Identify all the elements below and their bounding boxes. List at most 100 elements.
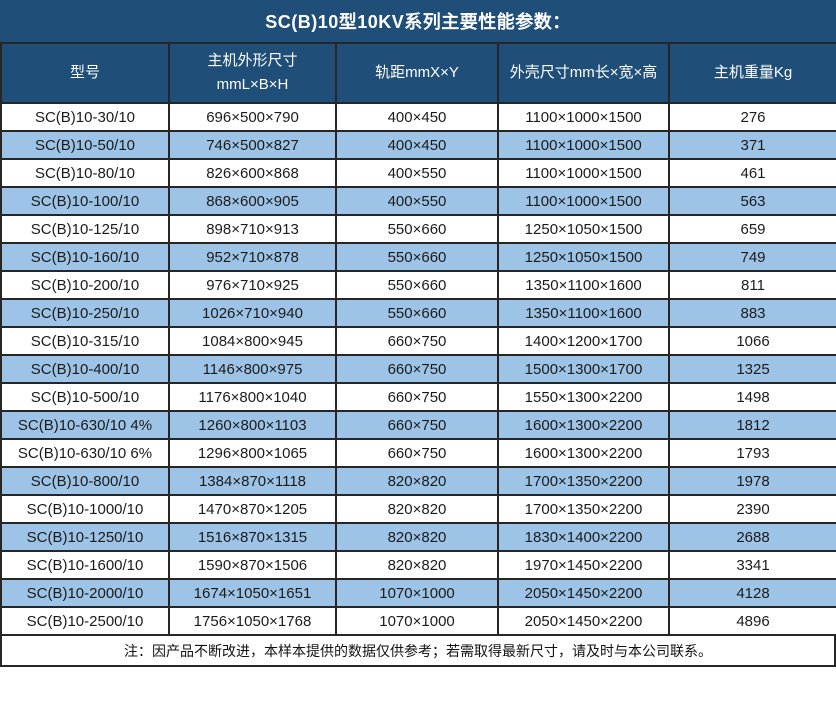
page-title: SC(B)10型10KV系列主要性能参数： [0,0,836,42]
cell: 550×660 [335,214,499,244]
cell: 1026×710×940 [168,298,337,328]
cell: 660×750 [335,326,499,356]
table-row: SC(B)10-160/10 952×710×878 550×660 1250×105… [0,242,836,272]
cell: 826×600×868 [168,158,337,188]
cell: 1500×1300×1700 [497,354,670,384]
table-row: SC(B)10-80/10 826×600×868 400×550 1100×1000… [0,158,836,188]
cell: 2050×1450×2200 [497,578,670,608]
cell: 1350×1100×1600 [497,298,670,328]
cell: SC(B)10-1600/10 [0,550,170,580]
cell: 898×710×913 [168,214,337,244]
cell: 868×600×905 [168,186,337,216]
cell: SC(B)10-1000/10 [0,494,170,524]
cell: 400×450 [335,130,499,160]
cell: 4896 [668,606,836,636]
column-header: 主机重量Kg [668,42,836,104]
cell: SC(B)10-100/10 [0,186,170,216]
cell: 1978 [668,466,836,496]
cell: SC(B)10-2500/10 [0,606,170,636]
cell: 749 [668,242,836,272]
cell: 2050×1450×2200 [497,606,670,636]
cell: SC(B)10-400/10 [0,354,170,384]
cell: 811 [668,270,836,300]
cell: 1250×1050×1500 [497,242,670,272]
cell: SC(B)10-1250/10 [0,522,170,552]
table-row: SC(B)10-200/10 976×710×925 550×660 1350×110… [0,270,836,300]
cell: 1100×1000×1500 [497,130,670,160]
cell: 1970×1450×2200 [497,550,670,580]
cell: 1756×1050×1768 [168,606,337,636]
table-row: SC(B)10-50/10 746×500×827 400×450 1100×1000… [0,130,836,160]
table-row: SC(B)10-100/10 868×600×905 400×550 1100×100… [0,186,836,216]
cell: 400×550 [335,186,499,216]
cell: SC(B)10-630/10 6% [0,438,170,468]
cell: 883 [668,298,836,328]
cell: 1146×800×975 [168,354,337,384]
cell: 1600×1300×2200 [497,410,670,440]
table-row: SC(B)10-500/10 1176×800×1040 660×750 1550×1… [0,382,836,412]
cell: 820×820 [335,494,499,524]
cell: 400×450 [335,102,499,132]
table-header: 型号 主机外形尺寸 mmL×B×H 轨距mmX×Y 外壳尺寸mm长×宽×高 主机重量Kg [0,42,836,104]
cell: SC(B)10-30/10 [0,102,170,132]
cell: 1516×870×1315 [168,522,337,552]
cell: 1400×1200×1700 [497,326,670,356]
cell: 1793 [668,438,836,468]
cell: 1296×800×1065 [168,438,337,468]
table-row: SC(B)10-800/10 1384×870×1118 820×820 1700×1… [0,466,836,496]
cell: 1600×1300×2200 [497,438,670,468]
cell: 1350×1100×1600 [497,270,670,300]
cell: 371 [668,130,836,160]
table-row: SC(B)10-1600/10 1590×870×1506 820×820 1970×… [0,550,836,580]
table-row: SC(B)10-400/10 1146×800×975 660×750 1500×13… [0,354,836,384]
cell: 563 [668,186,836,216]
cell: 1100×1000×1500 [497,186,670,216]
cell: SC(B)10-80/10 [0,158,170,188]
header-row: 型号 主机外形尺寸 mmL×B×H 轨距mmX×Y 外壳尺寸mm长×宽×高 主机重量Kg [0,42,836,104]
cell: 660×750 [335,438,499,468]
spec-table: 型号 主机外形尺寸 mmL×B×H 轨距mmX×Y 外壳尺寸mm长×宽×高 主机重量Kg… [0,42,836,636]
cell: 1700×1350×2200 [497,466,670,496]
cell: SC(B)10-800/10 [0,466,170,496]
cell: SC(B)10-630/10 4% [0,410,170,440]
cell: 1100×1000×1500 [497,102,670,132]
table-row: SC(B)10-1250/10 1516×870×1315 820×820 1830×… [0,522,836,552]
cell: 1084×800×945 [168,326,337,356]
cell: 1700×1350×2200 [497,494,670,524]
cell: 550×660 [335,270,499,300]
cell: 660×750 [335,354,499,384]
table-row: SC(B)10-2000/10 1674×1050×1651 1070×1000 20… [0,578,836,608]
cell: 3341 [668,550,836,580]
cell: 461 [668,158,836,188]
cell: 820×820 [335,522,499,552]
cell: 660×750 [335,410,499,440]
cell: 400×550 [335,158,499,188]
cell: 276 [668,102,836,132]
table-body: SC(B)10-30/10 696×500×790 400×450 1100×1000… [0,102,836,636]
footer-note: 注：因产品不断改进，本样本提供的数据仅供参考；若需取得最新尺寸，请及时与本公司联… [0,636,836,667]
cell: 976×710×925 [168,270,337,300]
cell: SC(B)10-200/10 [0,270,170,300]
cell: SC(B)10-125/10 [0,214,170,244]
cell: 1550×1300×2200 [497,382,670,412]
cell: 746×500×827 [168,130,337,160]
cell: SC(B)10-500/10 [0,382,170,412]
cell: 820×820 [335,466,499,496]
column-header: 外壳尺寸mm长×宽×高 [497,42,670,104]
cell: SC(B)10-315/10 [0,326,170,356]
cell: 1812 [668,410,836,440]
cell: 550×660 [335,242,499,272]
table-row: SC(B)10-2500/10 1756×1050×1768 1070×1000 20… [0,606,836,636]
cell: 1674×1050×1651 [168,578,337,608]
cell: 1498 [668,382,836,412]
cell: SC(B)10-50/10 [0,130,170,160]
cell: 1384×870×1118 [168,466,337,496]
table-row: SC(B)10-30/10 696×500×790 400×450 1100×1000… [0,102,836,132]
cell: 2390 [668,494,836,524]
cell: 820×820 [335,550,499,580]
cell: 2688 [668,522,836,552]
column-header: 轨距mmX×Y [335,42,499,104]
cell: 660×750 [335,382,499,412]
cell: 1100×1000×1500 [497,158,670,188]
